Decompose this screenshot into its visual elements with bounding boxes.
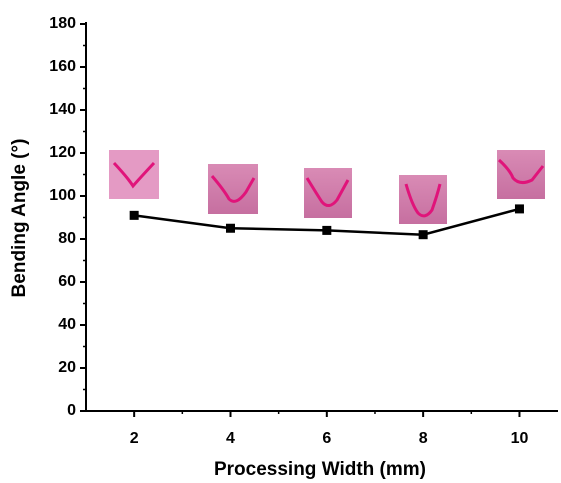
sample-photo xyxy=(304,168,352,218)
data-point xyxy=(418,230,428,240)
y-tick-label: 120 xyxy=(49,144,76,161)
y-tick-label: 60 xyxy=(58,273,76,290)
x-tick-label: 6 xyxy=(322,430,331,447)
x-tick-label: 8 xyxy=(419,430,428,447)
x-axis-title: Processing Width (mm) xyxy=(214,459,426,480)
y-tick-label: 20 xyxy=(58,359,76,376)
sample-photo xyxy=(109,150,159,199)
data-point xyxy=(322,225,332,235)
data-point xyxy=(225,223,235,233)
sample-photos xyxy=(109,150,545,224)
y-tick-label: 140 xyxy=(49,101,76,118)
y-tick-label: 180 xyxy=(49,15,76,32)
y-tick-label: 80 xyxy=(58,230,76,247)
x-tick-label: 10 xyxy=(511,430,529,447)
sample-photo xyxy=(208,164,258,214)
y-tick-label: 40 xyxy=(58,316,76,333)
data-point xyxy=(514,204,524,214)
y-tick-label: 0 xyxy=(67,402,76,419)
y-tick-label: 100 xyxy=(49,187,76,204)
x-tick-label: 4 xyxy=(226,430,235,447)
y-axis-title: Bending Angle (°) xyxy=(9,139,30,298)
data-point xyxy=(129,210,139,220)
x-tick-label: 2 xyxy=(130,430,139,447)
y-tick-label: 160 xyxy=(49,58,76,75)
